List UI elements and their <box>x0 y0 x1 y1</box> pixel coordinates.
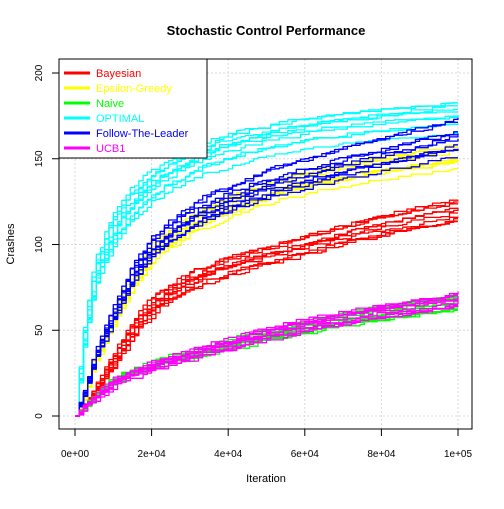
x-tick-label-0: 0e+00 <box>61 449 90 460</box>
x-tick-label-5: 1e+05 <box>444 449 473 460</box>
chart-title: Stochastic Control Performance <box>167 23 366 38</box>
legend-label: Follow-The-Leader <box>96 128 189 140</box>
series-run-line <box>75 138 459 417</box>
y-tick-label-3: 150 <box>34 150 45 167</box>
y-axis-label: Crashes <box>5 223 17 264</box>
series-run-line <box>75 133 459 417</box>
series-optimal <box>75 102 459 417</box>
series-run-line <box>75 108 458 417</box>
series-bayesian <box>75 199 459 417</box>
x-tick-label-1: 2e+04 <box>138 449 167 460</box>
series-run-line <box>75 220 458 417</box>
x-tick-label-4: 8e+04 <box>367 449 396 460</box>
series-run-line <box>75 305 459 417</box>
legend-label: Bayesian <box>96 68 141 80</box>
y-tick-label-1: 50 <box>34 324 45 336</box>
series-layer <box>75 102 459 417</box>
legend: Bayesian Epsilon-Greedy Naive OPTIMAL Follow… <box>58 58 208 159</box>
y-tick-label-0: 0 <box>34 413 45 419</box>
series-run-line <box>75 304 458 417</box>
series-ucb1 <box>75 291 459 417</box>
legend-label: UCB1 <box>96 143 125 155</box>
series-run-line <box>75 148 459 417</box>
legend-label: Naive <box>96 98 124 110</box>
series-run-line <box>75 220 458 417</box>
x-axis-label: Iteration <box>246 473 286 485</box>
series-follow-the-leader <box>75 117 459 417</box>
legend-box <box>58 58 208 159</box>
y-tick-label-4: 200 <box>34 64 45 81</box>
x-tick-label-3: 6e+04 <box>291 449 320 460</box>
series-run-line <box>75 111 458 417</box>
x-tick-label-2: 4e+04 <box>214 449 243 460</box>
series-run-line <box>75 212 458 417</box>
series-run-line <box>75 123 459 417</box>
series-run-line <box>75 157 458 417</box>
legend-label: OPTIMAL <box>96 113 144 125</box>
y-tick-label-2: 100 <box>34 236 45 253</box>
legend-label: Epsilon-Greedy <box>96 83 172 95</box>
series-run-line <box>75 102 458 417</box>
series-run-line <box>75 296 459 417</box>
